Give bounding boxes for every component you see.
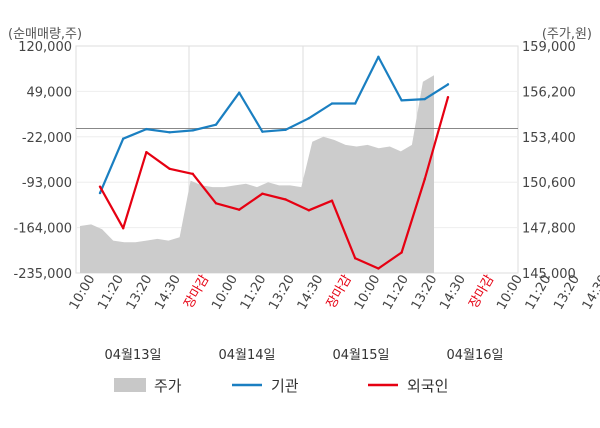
x-tick-label: 14:30: [295, 273, 327, 313]
foreign-point: [400, 251, 403, 254]
institution-series: [98, 55, 450, 195]
x-tick-label: 13:20: [124, 273, 156, 313]
institution-point: [284, 128, 287, 131]
right-tick-label: 156,200: [522, 85, 576, 100]
foreign-point: [330, 199, 334, 202]
left-tick-label: 49,000: [27, 85, 73, 100]
foreign-point: [145, 150, 148, 154]
institution-point: [98, 191, 102, 195]
institution-line: [98, 55, 449, 194]
x-tick-label: 10:00: [352, 273, 384, 313]
institution-point: [261, 130, 264, 133]
foreign-point: [307, 209, 310, 212]
x-tick-label: 10:00: [209, 273, 241, 313]
foreign-point: [423, 177, 426, 181]
x-tick-label: 11:20: [238, 273, 270, 313]
x-tick-label: 10:00: [494, 273, 526, 313]
date-label: 04월14일: [218, 348, 275, 363]
price-series: [80, 75, 434, 273]
legend-price-label: 주가: [154, 377, 182, 395]
date-label: 04월13일: [104, 348, 161, 363]
left-tick-label: -93,000: [22, 176, 72, 191]
foreign-point: [98, 185, 102, 188]
x-tick-label: 11:20: [380, 273, 412, 313]
foreign-point: [214, 202, 218, 205]
institution-point: [238, 91, 241, 94]
right-tick-label: 159,000: [522, 40, 576, 55]
foreign-point: [238, 208, 241, 211]
institution-point: [191, 129, 194, 132]
market-close-label: 장마감: [324, 272, 355, 311]
market-close-label: 장마감: [182, 272, 213, 311]
institution-point: [446, 83, 450, 86]
x-axis: 10:0011:2013:2014:30장마감10:0011:2013:2014…: [67, 272, 600, 312]
x-tick-label: 11:20: [95, 273, 127, 313]
foreign-point: [354, 257, 357, 260]
institution-point: [423, 97, 426, 101]
foreign-point: [377, 267, 380, 270]
institution-point: [307, 117, 310, 120]
left-tick-label: 120,000: [18, 40, 72, 55]
price-area: [80, 75, 434, 273]
legend-institution-label: 기관: [271, 377, 299, 395]
foreign-point: [261, 192, 264, 195]
institution-point: [400, 99, 403, 102]
x-tick-label: 13:20: [266, 273, 298, 313]
institution-point: [330, 102, 334, 105]
institution-point: [145, 127, 148, 131]
foreign-point: [191, 172, 194, 176]
left-tick-label: -164,000: [14, 222, 72, 237]
right-tick-label: 147,800: [522, 222, 576, 237]
foreign-point: [446, 95, 450, 99]
date-labels: 04월13일 04월14일 04월15일 04월16일: [104, 348, 503, 363]
right-axis: 159,000 156,200 153,400 150,600 147,800 145,0…: [522, 40, 576, 282]
x-tick-label: 14:30: [152, 273, 184, 313]
date-label: 04월15일: [332, 348, 389, 363]
foreign-series: [98, 95, 450, 270]
institution-point: [168, 131, 171, 134]
x-tick-label: 13:20: [409, 273, 441, 313]
institution-point: [122, 137, 125, 140]
date-label: 04월16일: [446, 348, 503, 363]
institution-point: [377, 55, 380, 59]
left-tick-label: -235,000: [14, 267, 72, 282]
left-axis-unit: (순매매량,주): [8, 27, 82, 42]
right-tick-label: 145,000: [522, 267, 576, 282]
foreign-line: [99, 96, 450, 270]
foreign-point: [284, 198, 287, 201]
institution-point: [354, 102, 357, 105]
right-tick-label: 153,400: [522, 131, 576, 146]
right-tick-label: 150,600: [522, 176, 576, 191]
legend-foreign-label: 외국인: [407, 377, 448, 395]
x-tick-label: 14:30: [437, 273, 469, 313]
right-axis-unit: (주가,원): [542, 27, 592, 42]
market-close-label: 장마감: [467, 272, 498, 311]
foreign-point: [168, 167, 171, 170]
left-tick-label: -22,000: [22, 131, 72, 146]
foreign-point: [122, 227, 125, 230]
x-tick-label: 14:30: [580, 273, 600, 313]
left-axis: 120,000 49,000 -22,000 -93,000 -164,000 -235,…: [14, 40, 72, 282]
legend: 주가 기관 외국인: [114, 377, 448, 395]
institution-point: [214, 123, 218, 126]
legend-price-swatch: [114, 378, 146, 392]
